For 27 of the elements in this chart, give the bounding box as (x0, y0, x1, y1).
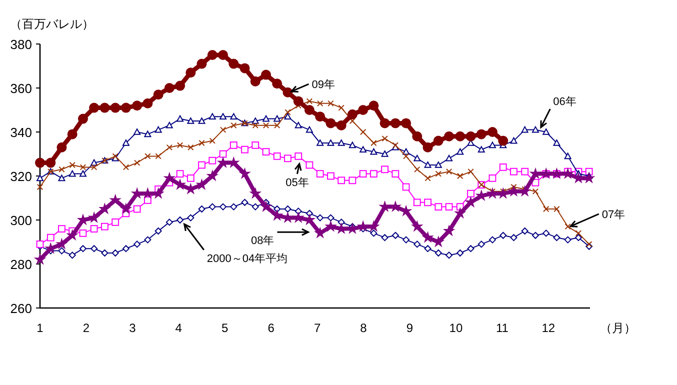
y-tick-label: 380 (10, 37, 32, 52)
x-tick-label: 6 (268, 321, 275, 335)
annotation: 05年 (286, 176, 309, 189)
annotation: 08年 (250, 235, 274, 248)
y-axis-title: （百万バレル） (10, 17, 94, 31)
x-tick-label: 4 (175, 321, 182, 335)
x-tick-label: 5 (222, 321, 229, 335)
x-tick-label: 1 (36, 321, 44, 335)
annotation: 07年 (602, 208, 626, 221)
y-tick-label: 280 (10, 257, 32, 272)
annotation: 2000～04年平均 (206, 252, 288, 265)
x-tick-label: 11 (496, 321, 509, 335)
y-tick-label: 360 (10, 81, 32, 96)
x-tick-label: 7 (314, 321, 321, 335)
annotation: 06年 (553, 96, 576, 108)
x-tick-label: 10 (449, 321, 463, 335)
annotation: 09年 (312, 79, 335, 92)
y-tick-label: 300 (10, 213, 32, 228)
x-tick-label: 3 (129, 321, 136, 335)
x-axis-title: （月） (600, 321, 636, 335)
y-tick-label: 260 (10, 301, 32, 316)
x-tick-label: 8 (360, 321, 368, 335)
y-tick-label: 320 (10, 169, 32, 184)
x-tick-label: 12 (542, 321, 556, 335)
y-tick-label: 340 (10, 125, 32, 140)
x-tick-label: 2 (82, 321, 90, 335)
x-tick-label: 9 (406, 321, 414, 335)
